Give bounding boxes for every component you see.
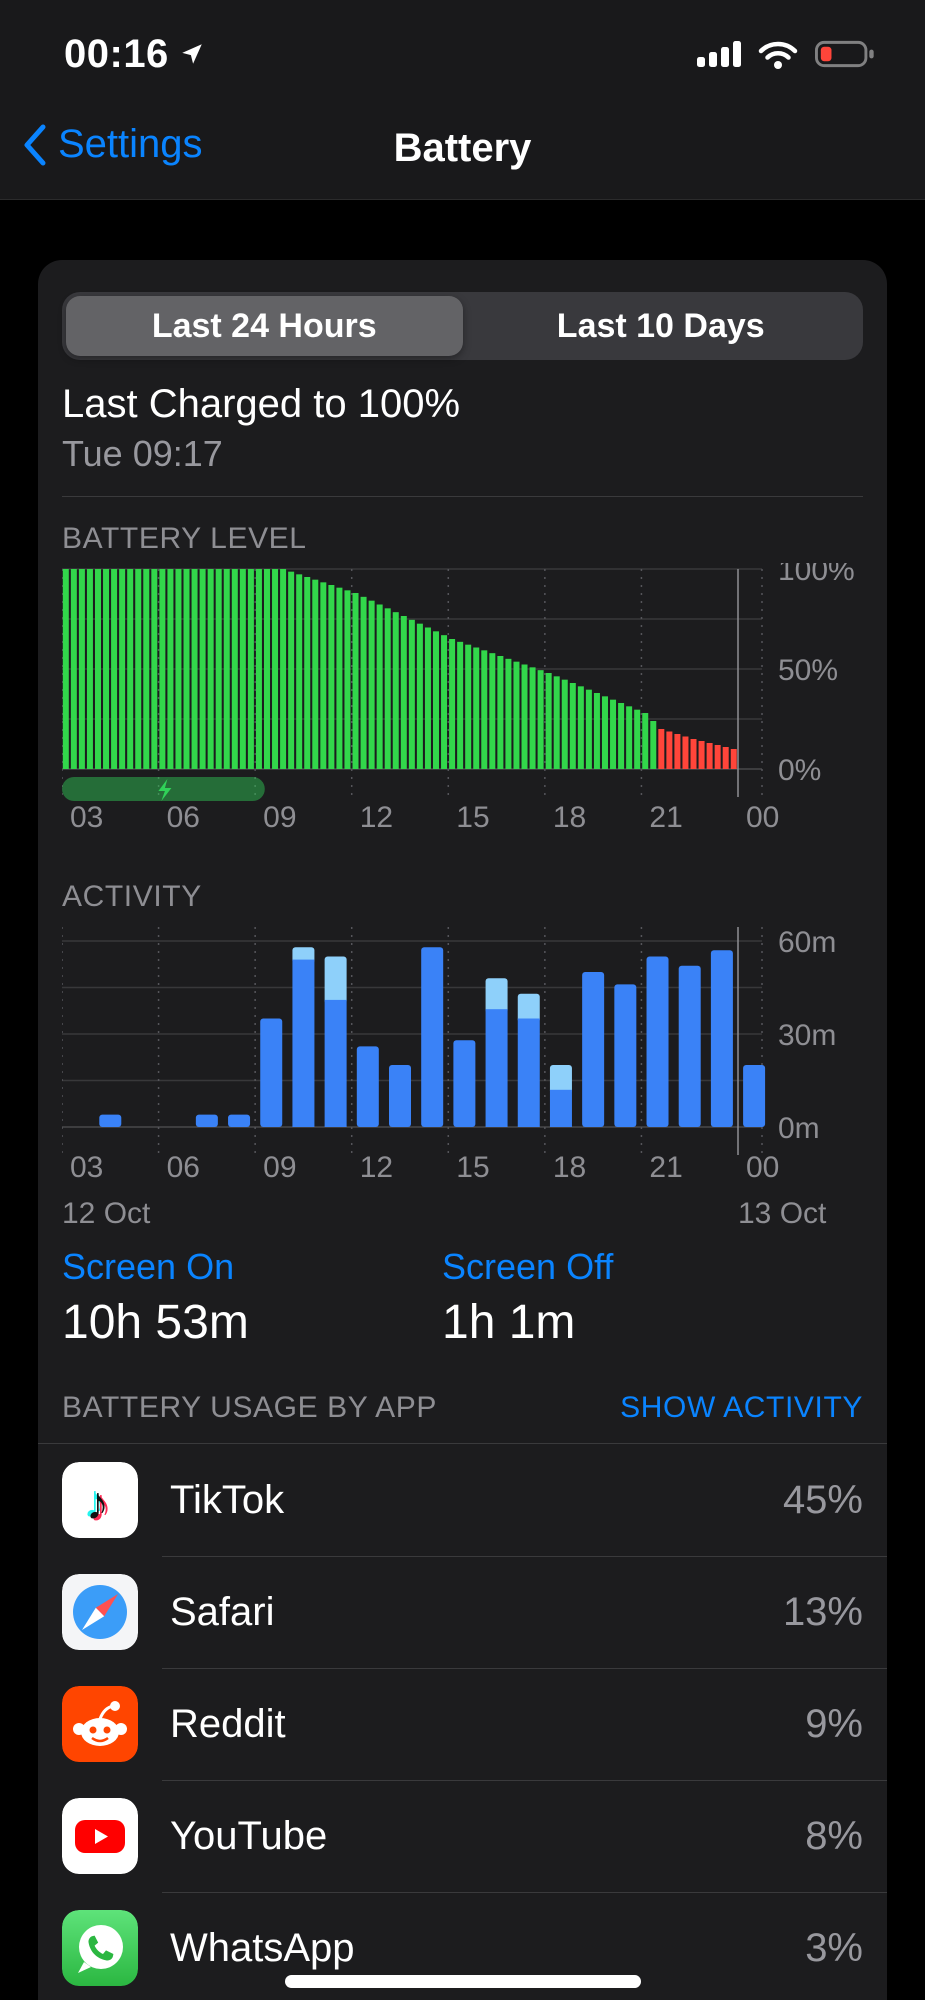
home-indicator[interactable]: [284, 1975, 641, 1988]
svg-text:13 Oct: 13 Oct: [738, 1197, 827, 1230]
whatsapp-icon: [62, 1910, 138, 1986]
svg-text:♪: ♪: [83, 1475, 106, 1527]
svg-text:50%: 50%: [778, 654, 838, 687]
divider: [38, 1443, 887, 1444]
usage-section-title: BATTERY USAGE BY APP: [62, 1391, 437, 1424]
screen-off-stat: Screen Off 1h 1m: [442, 1245, 822, 1351]
svg-text:09: 09: [263, 801, 296, 834]
svg-text:09: 09: [263, 1151, 296, 1184]
activity-label: ACTIVITY: [62, 880, 202, 913]
divider: [62, 496, 863, 497]
status-left: 00:16: [64, 32, 205, 77]
svg-text:00: 00: [746, 801, 779, 834]
time-range-segmented-control: Last 24 Hours Last 10 Days: [62, 292, 863, 360]
battery-icon: [815, 38, 879, 70]
segment-last-24-hours[interactable]: Last 24 Hours: [66, 296, 463, 356]
app-row-youtube[interactable]: YouTube 8%: [38, 1780, 887, 1892]
activity-chart: 03 06 09 12 15 18 21 00 60m 30m 0m 12 Oct 13 Oct: [62, 921, 863, 1233]
app-battery-percent: 3%: [805, 1925, 863, 1970]
youtube-icon: [62, 1798, 138, 1874]
nav-bar: Settings Battery: [0, 112, 925, 192]
back-button[interactable]: Settings: [22, 122, 203, 167]
screen-on-value: 10h 53m: [62, 1296, 249, 1349]
svg-text:06: 06: [167, 801, 200, 834]
app-battery-percent: 9%: [805, 1701, 863, 1746]
last-charged-title: Last Charged to 100%: [62, 382, 461, 426]
last-charged-time: Tue 09:17: [62, 433, 223, 474]
svg-text:100%: 100%: [778, 563, 855, 587]
status-right: [697, 38, 879, 70]
reddit-icon: [62, 1686, 138, 1762]
segment-last-10-days[interactable]: Last 10 Days: [463, 296, 860, 356]
header: 00:16: [0, 0, 925, 200]
svg-text:15: 15: [456, 801, 489, 834]
app-row-tiktok[interactable]: ♪ ♪ ♪ TikTok 45%: [38, 1444, 887, 1556]
svg-text:30m: 30m: [778, 1019, 836, 1052]
svg-text:60m: 60m: [778, 926, 836, 959]
status-bar: 00:16: [64, 28, 879, 80]
show-activity-button[interactable]: SHOW ACTIVITY: [620, 1391, 863, 1424]
battery-card: Last 24 Hours Last 10 Days Last Charged …: [38, 260, 887, 2000]
svg-text:12: 12: [360, 1151, 393, 1184]
chevron-left-icon: [22, 123, 46, 167]
app-list: ♪ ♪ ♪ TikTok 45% Safari 13% Reddit 9% YouTube 8% Wh…: [38, 1444, 887, 2000]
battery-level-label: BATTERY LEVEL: [62, 522, 307, 555]
location-icon: [179, 41, 205, 67]
svg-text:21: 21: [649, 1151, 682, 1184]
svg-text:12: 12: [360, 801, 393, 834]
app-battery-percent: 13%: [782, 1589, 863, 1634]
clock: 00:16: [64, 31, 169, 76]
usage-section-header: BATTERY USAGE BY APP SHOW ACTIVITY: [62, 1391, 863, 1425]
back-label: Settings: [58, 122, 203, 166]
safari-icon: [62, 1574, 138, 1650]
app-row-safari[interactable]: Safari 13%: [38, 1556, 887, 1668]
page-title: Battery: [393, 126, 532, 170]
svg-text:♪: ♪: [89, 1479, 112, 1531]
app-name: Safari: [170, 1589, 275, 1634]
svg-text:15: 15: [456, 1151, 489, 1184]
svg-text:18: 18: [553, 1151, 586, 1184]
screen-time-stats: Screen On 10h 53m Screen Off 1h 1m: [62, 1245, 863, 1351]
screen-on-label: Screen On: [62, 1246, 235, 1287]
app-name: Reddit: [170, 1701, 286, 1746]
svg-text:03: 03: [70, 1151, 103, 1184]
app-name: WhatsApp: [170, 1925, 355, 1970]
app-name: YouTube: [170, 1813, 328, 1858]
svg-text:00: 00: [746, 1151, 779, 1184]
screen-on-stat: Screen On 10h 53m: [62, 1245, 442, 1351]
svg-text:06: 06: [167, 1151, 200, 1184]
svg-text:0%: 0%: [778, 754, 821, 787]
tiktok-icon: ♪ ♪ ♪: [62, 1462, 138, 1538]
svg-text:03: 03: [70, 801, 103, 834]
cellular-icon: [697, 39, 741, 69]
svg-text:12 Oct: 12 Oct: [62, 1197, 151, 1230]
app-row-whatsapp[interactable]: WhatsApp 3%: [38, 1892, 887, 2000]
svg-text:0m: 0m: [778, 1112, 820, 1145]
svg-text:♪: ♪: [86, 1477, 109, 1529]
app-name: TikTok: [170, 1477, 285, 1522]
wifi-icon: [757, 39, 799, 69]
svg-text:21: 21: [649, 801, 682, 834]
screen-off-value: 1h 1m: [442, 1296, 576, 1349]
screen-off-label: Screen Off: [442, 1246, 614, 1287]
app-row-reddit[interactable]: Reddit 9%: [38, 1668, 887, 1780]
battery-level-chart: 03 06 09 12 15 18 21 00 100% 50% 0%: [62, 563, 863, 835]
svg-text:18: 18: [553, 801, 586, 834]
app-battery-percent: 45%: [782, 1477, 863, 1522]
app-battery-percent: 8%: [805, 1813, 863, 1858]
bolt-icon: [158, 779, 172, 801]
